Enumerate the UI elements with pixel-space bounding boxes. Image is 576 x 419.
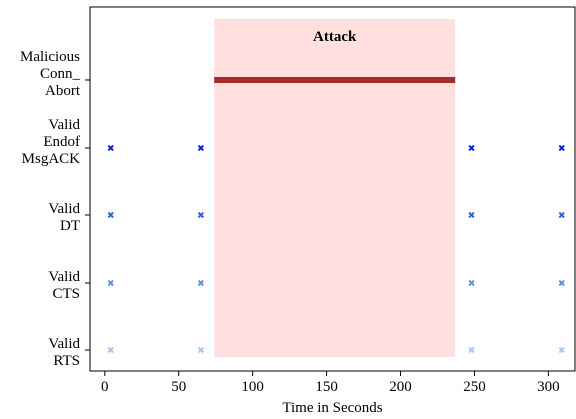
y-category-label: RTS bbox=[53, 353, 80, 369]
point-dt bbox=[198, 213, 203, 218]
x-tick-label: 150 bbox=[315, 379, 338, 395]
x-tick-label: 50 bbox=[171, 379, 186, 395]
y-category-label: Valid bbox=[48, 201, 80, 217]
point-eom bbox=[198, 146, 203, 151]
point-cts bbox=[198, 281, 203, 286]
y-category-label: Endof bbox=[43, 134, 80, 150]
y-category-label: Malicious bbox=[20, 49, 80, 65]
y-category-label: Valid bbox=[48, 117, 80, 133]
point-rts bbox=[469, 348, 474, 353]
attack-label: Attack bbox=[313, 29, 357, 45]
point-rts bbox=[559, 348, 564, 353]
point-cts bbox=[559, 281, 564, 286]
y-category-label: Abort bbox=[45, 83, 81, 99]
y-category-label: Conn_ bbox=[40, 66, 81, 82]
x-tick-label: 250 bbox=[463, 379, 486, 395]
point-eom bbox=[559, 146, 564, 151]
x-tick-label: 300 bbox=[537, 379, 560, 395]
x-tick-label: 0 bbox=[101, 379, 109, 395]
x-tick-label: 100 bbox=[241, 379, 264, 395]
point-dt bbox=[108, 213, 113, 218]
point-eom bbox=[108, 146, 113, 151]
point-dt bbox=[559, 213, 564, 218]
point-cts bbox=[108, 281, 113, 286]
y-category-label: Valid bbox=[48, 269, 80, 285]
point-cts bbox=[469, 281, 474, 286]
point-eom bbox=[469, 146, 474, 151]
y-category-label: CTS bbox=[52, 286, 80, 302]
attack-span bbox=[214, 19, 455, 357]
point-rts bbox=[198, 348, 203, 353]
point-rts bbox=[108, 348, 113, 353]
x-axis-title: Time in Seconds bbox=[282, 400, 382, 416]
y-category-label: DT bbox=[60, 218, 80, 234]
point-dt bbox=[469, 213, 474, 218]
x-tick-label: 200 bbox=[389, 379, 412, 395]
y-category-label: MsgACK bbox=[22, 151, 81, 167]
y-category-label: Valid bbox=[48, 336, 80, 352]
